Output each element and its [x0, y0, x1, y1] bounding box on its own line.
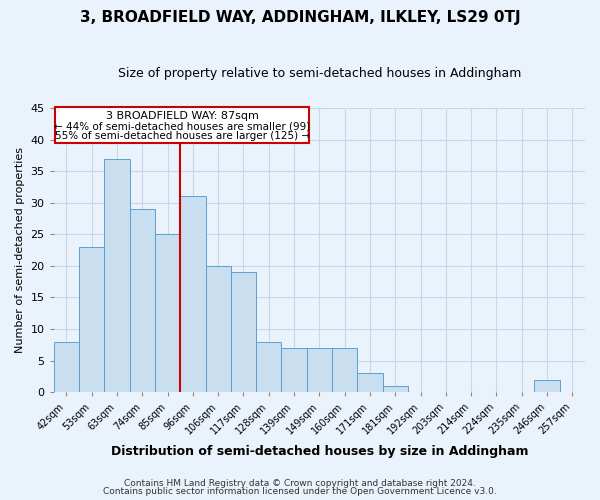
Bar [180, 196, 206, 392]
Bar [383, 386, 408, 392]
Text: ← 44% of semi-detached houses are smaller (99): ← 44% of semi-detached houses are smalle… [54, 122, 310, 132]
Bar [54, 342, 79, 392]
Text: Contains public sector information licensed under the Open Government Licence v3: Contains public sector information licen… [103, 487, 497, 496]
Y-axis label: Number of semi-detached properties: Number of semi-detached properties [15, 147, 25, 353]
Bar [231, 272, 256, 392]
Bar [104, 158, 130, 392]
Text: Contains HM Land Registry data © Crown copyright and database right 2024.: Contains HM Land Registry data © Crown c… [124, 478, 476, 488]
Bar [79, 247, 104, 392]
Text: 3 BROADFIELD WAY: 87sqm: 3 BROADFIELD WAY: 87sqm [106, 111, 259, 121]
Bar [155, 234, 180, 392]
Bar [130, 209, 155, 392]
Bar [256, 342, 281, 392]
Bar [281, 348, 307, 392]
Title: Size of property relative to semi-detached houses in Addingham: Size of property relative to semi-detach… [118, 68, 521, 80]
Bar [332, 348, 358, 392]
FancyBboxPatch shape [55, 107, 309, 143]
Text: 55% of semi-detached houses are larger (125) →: 55% of semi-detached houses are larger (… [55, 132, 310, 141]
Bar [307, 348, 332, 392]
Bar [358, 373, 383, 392]
Text: 3, BROADFIELD WAY, ADDINGHAM, ILKLEY, LS29 0TJ: 3, BROADFIELD WAY, ADDINGHAM, ILKLEY, LS… [80, 10, 520, 25]
Bar [206, 266, 231, 392]
Bar [535, 380, 560, 392]
X-axis label: Distribution of semi-detached houses by size in Addingham: Distribution of semi-detached houses by … [110, 444, 528, 458]
